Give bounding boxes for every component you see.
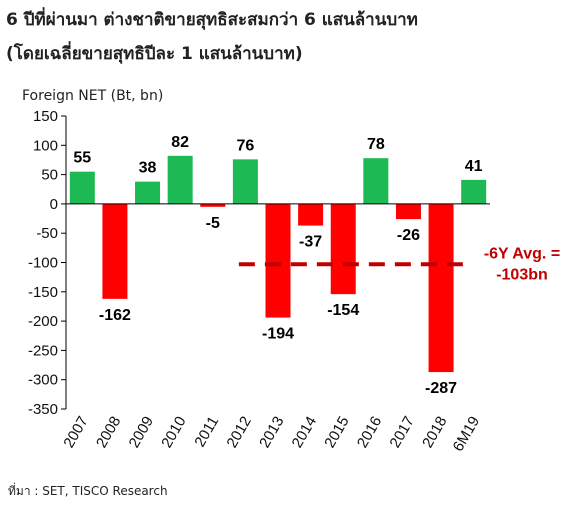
y-axis-label: Foreign NET (Bt, bn): [22, 88, 164, 104]
x-tick-label: 2011: [191, 414, 222, 450]
data-label-2016: 78: [367, 136, 385, 153]
data-label-2018: -287: [425, 380, 457, 397]
y-tick-label: -50: [36, 225, 58, 242]
x-tick-label: 2010: [158, 414, 189, 451]
bar-2018: [428, 203, 454, 373]
x-tick-label: 2013: [256, 414, 287, 451]
bar-2017: [395, 203, 421, 220]
bars: [66, 155, 490, 373]
y-tick-label: -150: [28, 284, 58, 301]
y-tick-label: 100: [33, 137, 58, 154]
y-tick-label: -350: [28, 401, 58, 418]
bar-2013: [265, 203, 291, 318]
bar-2016: [363, 158, 389, 204]
x-tick-label: 2007: [60, 414, 91, 451]
bar-2007: [69, 171, 95, 204]
x-tick-label: 2018: [419, 414, 450, 451]
y-tick-label: -300: [28, 372, 58, 389]
data-label-2007: 55: [73, 150, 91, 167]
chart-title: 6 ปีที่ผ่านมา ต่างชาติขายสุทธิสะสมกว่า 6…: [6, 10, 418, 30]
average-label-line1: -6Y Avg. =: [484, 245, 560, 262]
data-label-2011: -5: [206, 215, 220, 232]
x-tick-label: 2016: [354, 414, 385, 451]
bar-2009: [135, 181, 161, 204]
data-label-2009: 38: [139, 160, 157, 177]
y-tick-label: 50: [41, 167, 58, 184]
bar-chart: 150 100 50 0 -50 -100 -150 -200 -250 -300 -350 -6Y…: [28, 108, 560, 455]
bar-2014: [298, 203, 324, 226]
data-label-2010: 82: [171, 134, 189, 151]
bar-2008: [102, 203, 128, 299]
y-axis: 150 100 50 0 -50 -100 -150 -200 -250 -300 -350: [28, 108, 67, 418]
data-label-6M19: 41: [465, 158, 483, 175]
x-tick-label: 2012: [223, 414, 254, 451]
x-tick-label: 2015: [321, 414, 352, 451]
chart-subtitle: (โดยเฉลี่ยขายสุทธิปีละ 1 แสนล้านบาท): [6, 44, 303, 64]
y-tick-label: -200: [28, 313, 58, 330]
bar-6M19: [461, 179, 487, 204]
x-axis: 2007 2008 2009 2010 2011 2012 2013 2014 2015 2016…: [60, 414, 483, 455]
x-tick-label: 6M19: [450, 414, 483, 455]
x-tick-label: 2017: [387, 414, 418, 451]
y-tick-label: 150: [33, 108, 58, 125]
data-label-2017: -26: [397, 227, 420, 244]
y-tick-label: 0: [50, 196, 58, 213]
average-line-group: -6Y Avg. = -103bn: [238, 245, 560, 283]
data-label-2013: -194: [262, 326, 294, 343]
data-label-2012: 76: [236, 137, 254, 154]
y-tick-label: -100: [28, 255, 58, 272]
y-tick-label: -250: [28, 342, 58, 359]
x-tick-label: 2009: [126, 414, 157, 451]
data-label-2014: -37: [299, 234, 322, 251]
x-tick-label: 2014: [289, 414, 320, 451]
average-label-line2: -103bn: [496, 266, 548, 283]
x-tick-label: 2008: [93, 414, 124, 451]
data-label-2008: -162: [99, 307, 131, 324]
bar-2012: [232, 159, 258, 204]
bar-2015: [330, 203, 356, 295]
bar-2011: [200, 203, 226, 207]
data-label-2015: -154: [327, 302, 359, 319]
source-note: ที่มา : SET, TISCO Research: [8, 484, 168, 498]
bar-2010: [167, 155, 193, 204]
data-labels: 55 -162 38 82 -5 76 -194 -37 -154 78 -26 -287 41: [73, 134, 482, 397]
